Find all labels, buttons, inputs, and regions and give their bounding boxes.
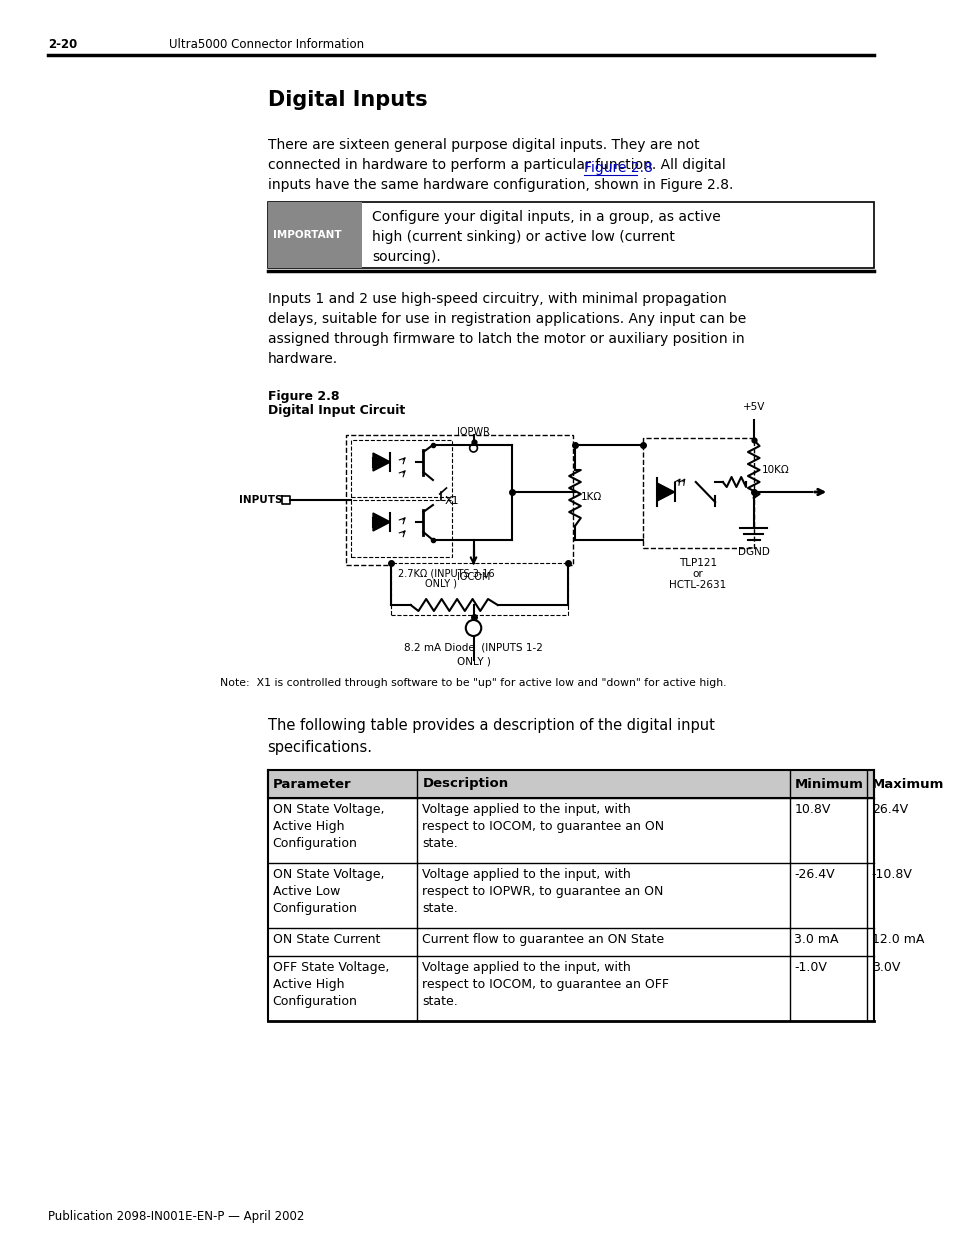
Text: 1KΩ: 1KΩ (580, 492, 601, 501)
Text: Configure your digital inputs, in a group, as active
high (current sinking) or a: Configure your digital inputs, in a grou… (372, 210, 720, 264)
Text: Figure 2.8: Figure 2.8 (583, 161, 652, 175)
Text: Note:  X1 is controlled through software to be "up" for active low and "down" fo: Note: X1 is controlled through software … (220, 678, 726, 688)
Text: 2.7KΩ (INPUTS 3-16: 2.7KΩ (INPUTS 3-16 (397, 568, 495, 578)
Text: ON State Voltage,
Active High
Configuration: ON State Voltage, Active High Configurat… (273, 803, 384, 850)
Bar (268, 203, 873, 268)
Text: IOPWR: IOPWR (456, 427, 490, 437)
Text: 3.0V: 3.0V (871, 961, 899, 974)
Text: -26.4V: -26.4V (794, 868, 834, 881)
Text: ON State Current: ON State Current (273, 932, 379, 946)
Text: Minimum: Minimum (794, 778, 862, 790)
Text: Voltage applied to the input, with
respect to IOCOM, to guarantee an ON
state.: Voltage applied to the input, with respe… (422, 803, 663, 850)
Text: DGND: DGND (737, 547, 769, 557)
Text: HCTL-2631: HCTL-2631 (668, 580, 725, 590)
Text: Voltage applied to the input, with
respect to IOCOM, to guarantee an OFF
state.: Voltage applied to the input, with respe… (422, 961, 669, 1008)
Text: Digital Inputs: Digital Inputs (268, 90, 427, 110)
Text: Parameter: Parameter (273, 778, 351, 790)
Bar (268, 203, 362, 268)
Text: Publication 2098-IN001E-EN-P — April 2002: Publication 2098-IN001E-EN-P — April 200… (49, 1210, 304, 1223)
Text: Voltage applied to the input, with
respect to IOPWR, to guarantee an ON
state.: Voltage applied to the input, with respe… (422, 868, 663, 915)
Text: +5V: +5V (741, 403, 764, 412)
Text: 26.4V: 26.4V (871, 803, 907, 816)
Text: 12.0 mA: 12.0 mA (871, 932, 923, 946)
Text: OFF State Voltage,
Active High
Configuration: OFF State Voltage, Active High Configura… (273, 961, 389, 1008)
Polygon shape (373, 453, 390, 471)
Text: Digital Input Circuit: Digital Input Circuit (268, 404, 404, 417)
Text: The following table provides a description of the digital input
specifications.: The following table provides a descripti… (268, 718, 714, 755)
Bar (351, 440, 452, 496)
Text: Description: Description (422, 778, 508, 790)
Text: Inputs 1 and 2 use high-speed circuitry, with minimal propagation
delays, suitab: Inputs 1 and 2 use high-speed circuitry,… (268, 291, 745, 366)
Text: Figure 2.8: Figure 2.8 (268, 390, 339, 403)
Bar (391, 563, 568, 615)
Text: 8.2 mA Diode  (INPUTS 1-2: 8.2 mA Diode (INPUTS 1-2 (404, 643, 542, 653)
Polygon shape (657, 483, 674, 501)
Text: Ultra5000 Connector Information: Ultra5000 Connector Information (169, 38, 364, 51)
Text: INPUTS: INPUTS (238, 495, 282, 505)
Polygon shape (373, 513, 390, 531)
Text: X1: X1 (444, 496, 458, 506)
Text: Current flow to guarantee an ON State: Current flow to guarantee an ON State (422, 932, 663, 946)
Bar (642, 438, 753, 548)
Bar (351, 500, 452, 557)
Text: ON State Voltage,
Active Low
Configuration: ON State Voltage, Active Low Configurati… (273, 868, 384, 915)
Text: IOCOM: IOCOM (456, 572, 490, 582)
Text: TLP121: TLP121 (678, 558, 716, 568)
Text: 2-20: 2-20 (49, 38, 77, 51)
Text: 3.0 mA: 3.0 mA (794, 932, 838, 946)
Bar (268, 769, 873, 798)
Text: IMPORTANT: IMPORTANT (274, 230, 342, 240)
Text: There are sixteen general purpose digital inputs. They are not
connected in hard: There are sixteen general purpose digita… (268, 138, 732, 193)
Text: Maximum: Maximum (871, 778, 943, 790)
Text: -10.8V: -10.8V (871, 868, 912, 881)
Text: ONLY ): ONLY ) (456, 656, 490, 666)
Text: -1.0V: -1.0V (794, 961, 826, 974)
Bar (346, 435, 573, 564)
Text: 10.8V: 10.8V (794, 803, 830, 816)
Text: 10KΩ: 10KΩ (760, 466, 788, 475)
Text: or: or (692, 569, 702, 579)
Text: ONLY ): ONLY ) (425, 578, 456, 588)
